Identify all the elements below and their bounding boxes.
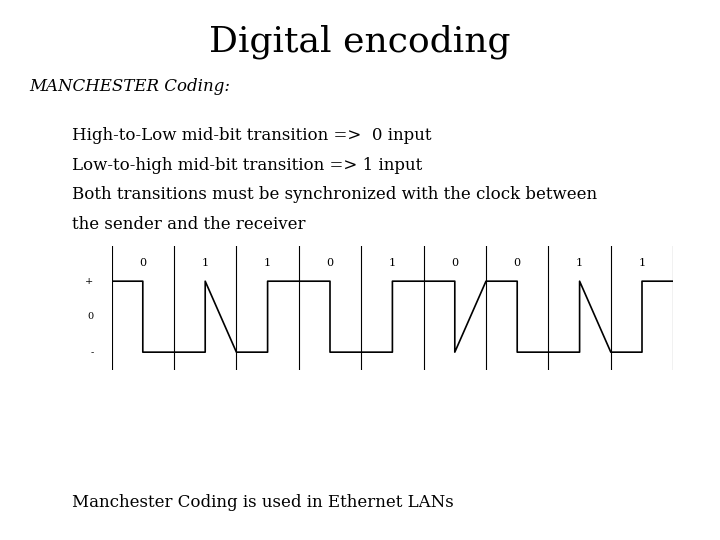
Text: 0: 0	[513, 259, 521, 268]
Text: Both transitions must be synchronized with the clock between: Both transitions must be synchronized wi…	[72, 186, 597, 203]
Text: 1: 1	[576, 259, 583, 268]
Text: 1: 1	[202, 259, 209, 268]
Text: Manchester Coding is used in Ethernet LANs: Manchester Coding is used in Ethernet LA…	[72, 494, 454, 511]
Text: 0: 0	[87, 312, 94, 321]
Text: 0: 0	[451, 259, 459, 268]
Text: Low-to-high mid-bit transition => 1 input: Low-to-high mid-bit transition => 1 inpu…	[72, 157, 422, 173]
Text: Digital encoding: Digital encoding	[210, 24, 510, 59]
Text: 0: 0	[326, 259, 333, 268]
Text: High-to-Low mid-bit transition =>  0 input: High-to-Low mid-bit transition => 0 inpu…	[72, 127, 431, 144]
Text: 1: 1	[639, 259, 646, 268]
Text: -: -	[90, 348, 94, 356]
Text: +: +	[86, 276, 94, 286]
Text: the sender and the receiver: the sender and the receiver	[72, 216, 305, 233]
Text: 1: 1	[389, 259, 396, 268]
Text: 1: 1	[264, 259, 271, 268]
Text: MANCHESTER Coding:: MANCHESTER Coding:	[29, 78, 230, 95]
Text: 0: 0	[139, 259, 146, 268]
